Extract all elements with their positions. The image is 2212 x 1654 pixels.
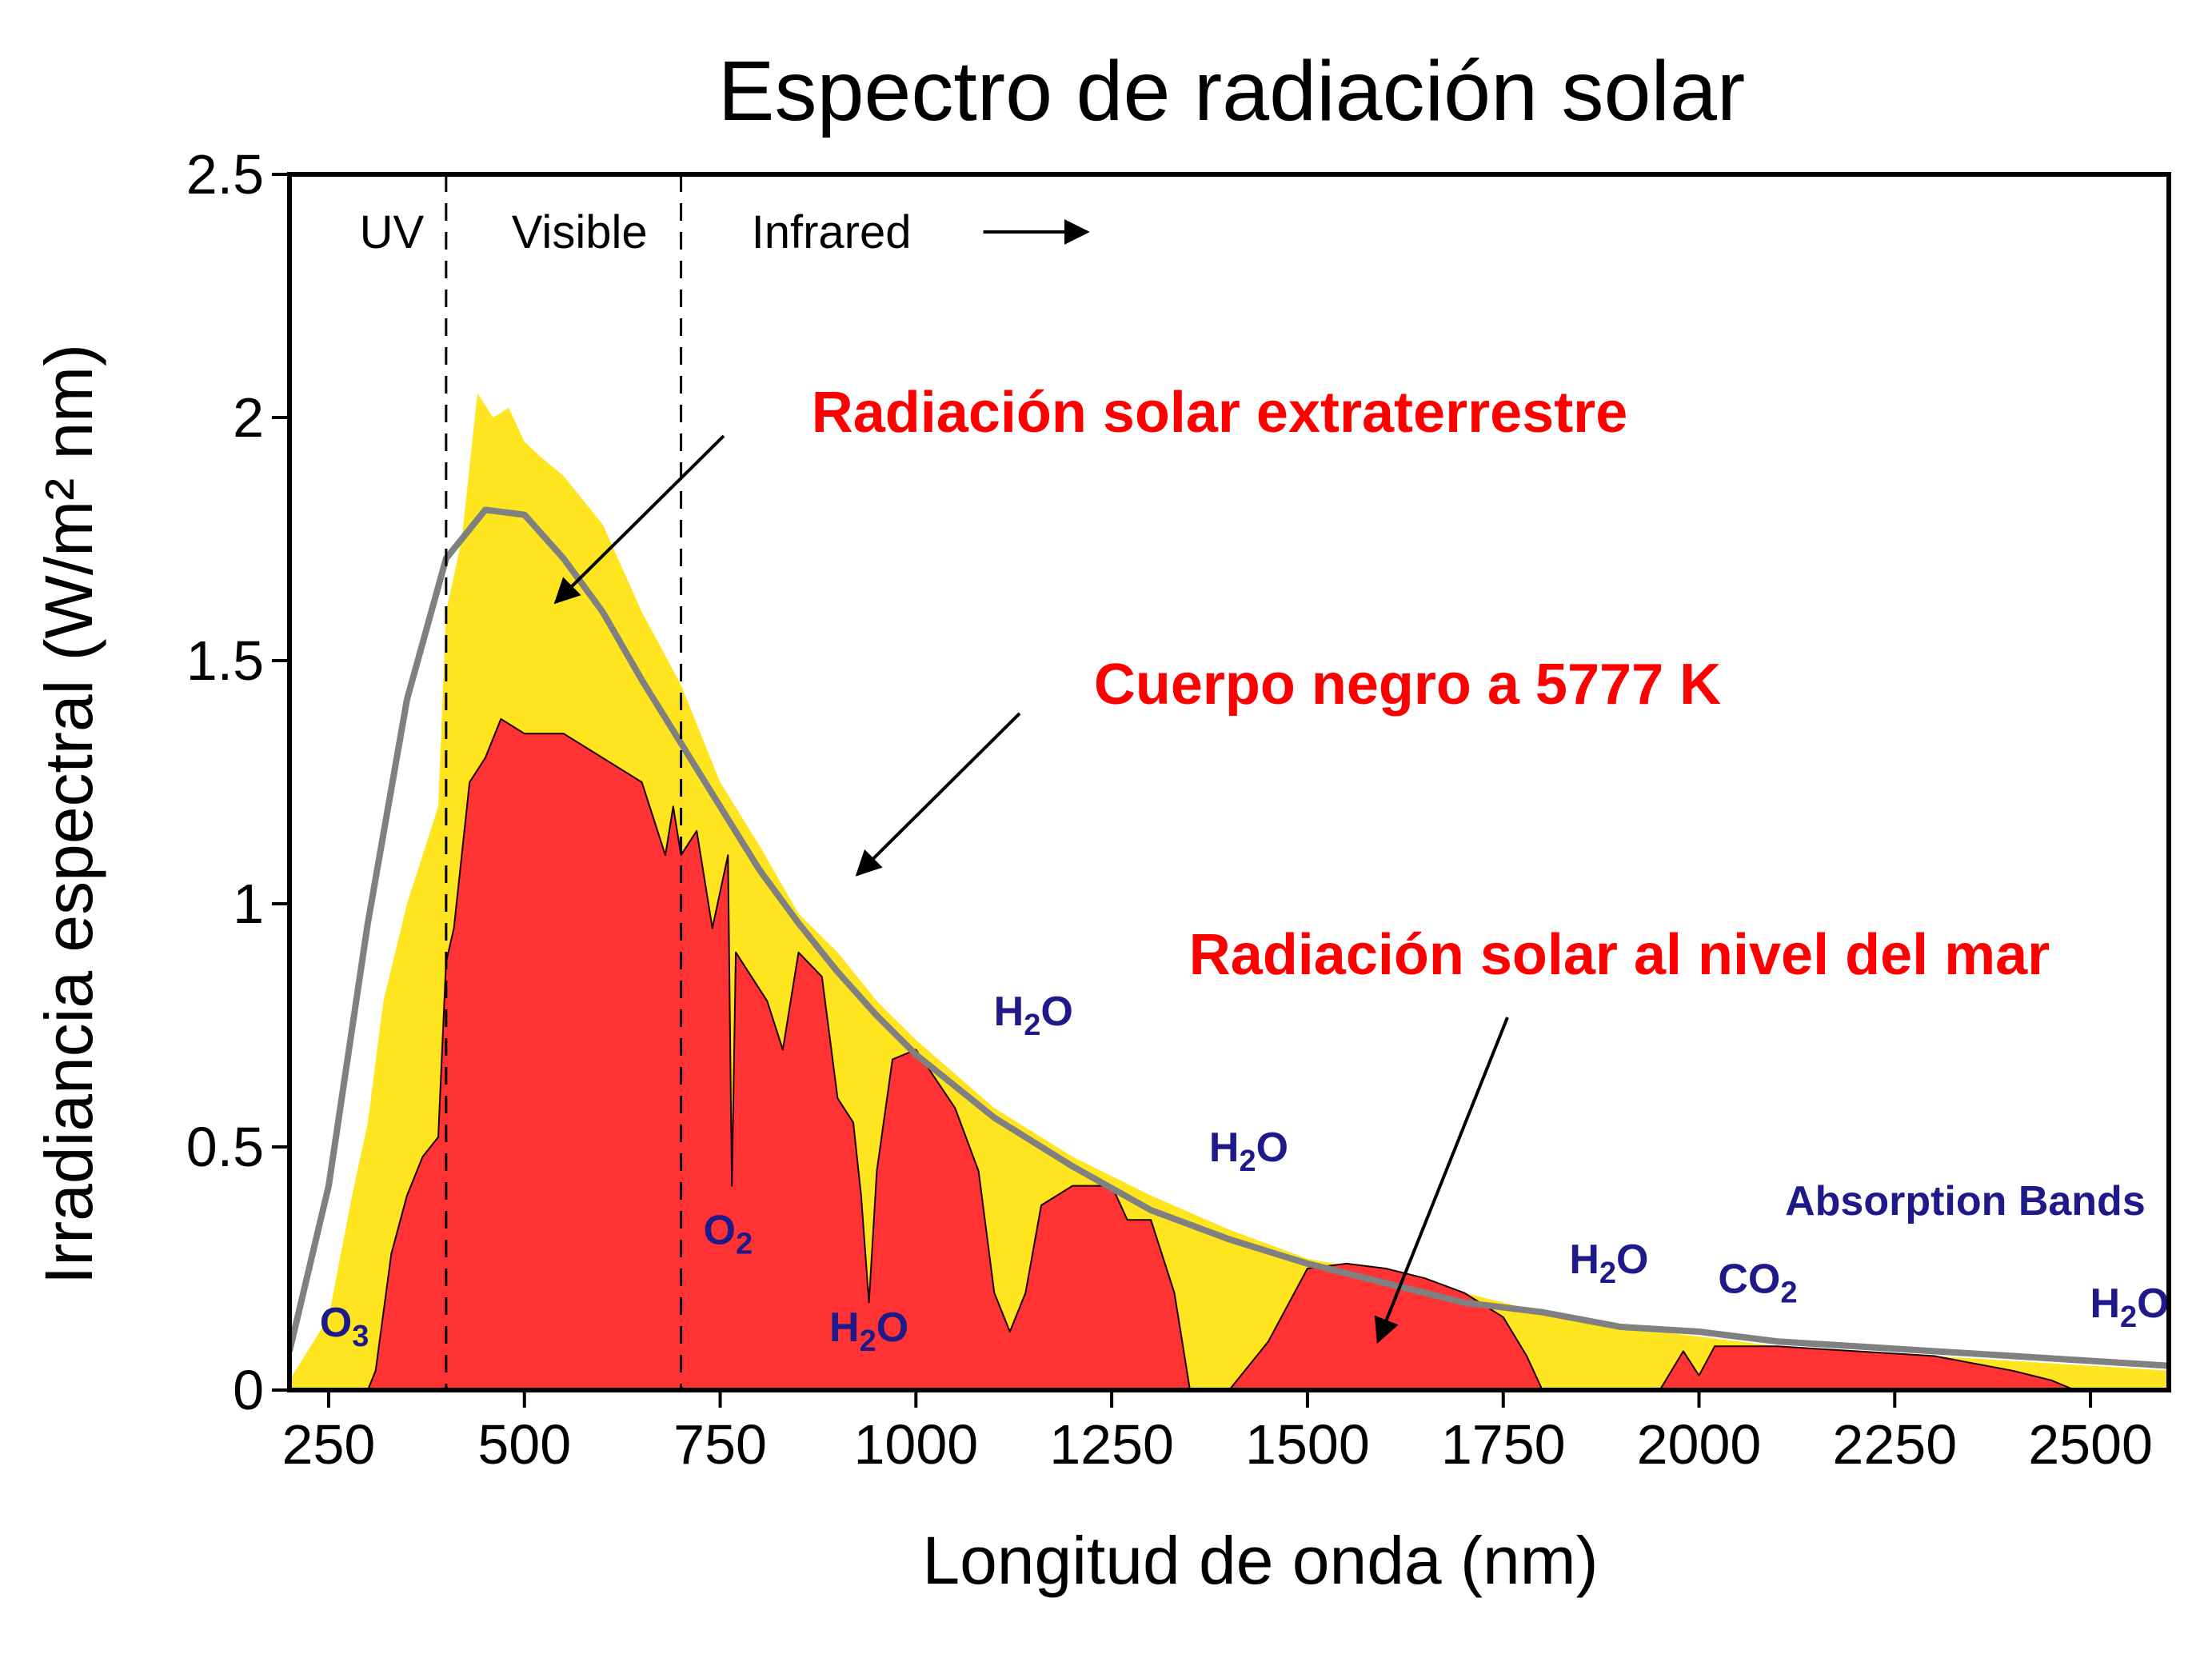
series-sea-level-area bbox=[366, 718, 2092, 1390]
x-tick-label: 1000 bbox=[853, 1413, 978, 1476]
region-label-visible: Visible bbox=[512, 206, 648, 258]
y-axis-label: Irradiancia espectral (W/m² nm) bbox=[31, 344, 106, 1284]
absorption-band-label: CO2 bbox=[1718, 1256, 1797, 1309]
y-tick-label: 2 bbox=[233, 386, 264, 449]
plot-frame bbox=[287, 172, 2171, 1392]
absorption-band-label: H2O bbox=[2090, 1280, 2169, 1334]
absorption-band-label: H2O bbox=[994, 989, 1073, 1042]
absorption-band-label: O2 bbox=[704, 1208, 753, 1261]
absorption-band-label: H2O bbox=[1209, 1125, 1288, 1178]
x-tick-label: 1250 bbox=[1049, 1413, 1174, 1476]
absorption-band-label: O3 bbox=[320, 1300, 369, 1353]
region-label-uv: UV bbox=[360, 206, 425, 258]
callout-arrow bbox=[855, 712, 1021, 877]
absorption-bands-caption: Absorption Bands bbox=[1785, 1178, 2146, 1225]
x-tick-label: 1750 bbox=[1441, 1413, 1566, 1476]
region-label-infrared: Infrared bbox=[752, 206, 912, 258]
y-tick-label: 1 bbox=[233, 873, 264, 935]
chart-title: Espectro de radiación solar bbox=[718, 44, 1745, 138]
x-tick-label: 250 bbox=[282, 1413, 376, 1476]
y-tick-label: 0 bbox=[233, 1359, 264, 1421]
x-axis-label: Longitud de onda (nm) bbox=[922, 1523, 1598, 1598]
x-tick-label: 2500 bbox=[2028, 1413, 2153, 1476]
y-tick-label: 1.5 bbox=[186, 629, 264, 692]
callout-arrow bbox=[553, 434, 725, 605]
callout-label: Cuerpo negro a 5777 K bbox=[1094, 653, 1721, 717]
x-tick-label: 1500 bbox=[1245, 1413, 1370, 1476]
callout-label: Radiación solar al nivel del mar bbox=[1189, 923, 2050, 987]
absorption-band-label: H2O bbox=[1569, 1237, 1648, 1290]
callout-arrow bbox=[1374, 1017, 1509, 1344]
x-tick-label: 2250 bbox=[1832, 1413, 1957, 1476]
y-tick-label: 2.5 bbox=[186, 143, 264, 206]
plot-area: UV Visible Infrared Radiación solar extrate… bbox=[186, 143, 2171, 1476]
series-blackbody-line bbox=[289, 506, 2169, 1369]
x-tick-label: 750 bbox=[673, 1413, 767, 1476]
callout-label: Radiación solar extraterrestre bbox=[812, 381, 1627, 445]
y-tick-label: 0.5 bbox=[186, 1116, 264, 1178]
absorption-band-label: H2O bbox=[829, 1304, 908, 1358]
x-tick-label: 500 bbox=[477, 1413, 571, 1476]
x-tick-label: 2000 bbox=[1637, 1413, 1762, 1476]
